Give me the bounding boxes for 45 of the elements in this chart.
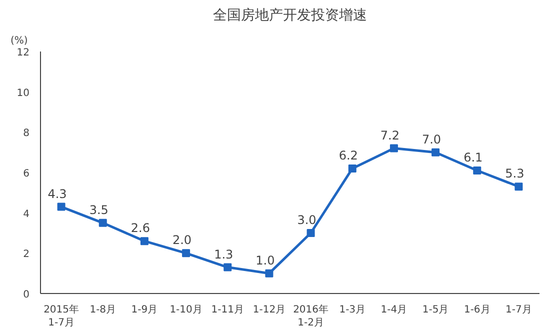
point	[306, 229, 315, 237]
x-tick-label: 1-4月	[380, 304, 408, 316]
y-tick-label: 10	[16, 88, 30, 99]
point	[182, 249, 190, 258]
x-tick-label: 1-8月	[90, 304, 116, 316]
y-tick-label: 8	[23, 128, 30, 140]
y-tick-label: 6	[23, 168, 30, 180]
data-label: 2.6	[130, 221, 150, 236]
x-tick-label: 1-10月	[170, 304, 202, 316]
point	[140, 237, 148, 246]
data-label: 1.0	[256, 253, 275, 268]
point	[432, 148, 440, 156]
x-tick-label: 1-9月	[131, 304, 158, 316]
y-tick-label: 12	[16, 48, 30, 58]
point	[514, 182, 523, 191]
data-label: 4.3	[48, 186, 67, 201]
data-label: 6.1	[464, 150, 483, 164]
data-label: 3.5	[89, 202, 108, 217]
x-tick-label: 1-3月	[339, 304, 366, 316]
y-tick-label: 2	[23, 249, 30, 260]
point	[473, 166, 482, 174]
chart-title: 全国房地产开发投资增速	[213, 8, 367, 24]
point	[390, 144, 398, 152]
point	[265, 269, 274, 278]
x-tick-label: 1-11月	[211, 304, 244, 316]
point	[57, 202, 66, 211]
point	[98, 218, 107, 227]
x-tick-label: 2016年 1-2月	[293, 304, 329, 329]
point	[348, 164, 356, 172]
data-label: 3.0	[297, 213, 316, 227]
y-tick-label: 4	[23, 208, 30, 220]
data-label: 7.2	[380, 128, 400, 142]
data-label: 6.2	[338, 148, 358, 162]
x-tick-label: 1-6月	[464, 304, 490, 316]
data-label: 2.0	[172, 233, 192, 248]
x-tick-label: 1-7月	[506, 304, 532, 316]
y-tick-label: 0	[23, 290, 30, 300]
y-axis-title: (%)	[10, 36, 28, 46]
x-tick-label: 2015年 1-7月	[44, 304, 80, 329]
data-label: 1.3	[214, 247, 234, 262]
x-tick-label: 1-5月	[422, 304, 449, 316]
data-label: 7.0	[422, 132, 442, 146]
data-label: 5.3	[505, 166, 524, 181]
point	[224, 263, 232, 272]
x-tick-label: 1-12月	[252, 304, 286, 316]
